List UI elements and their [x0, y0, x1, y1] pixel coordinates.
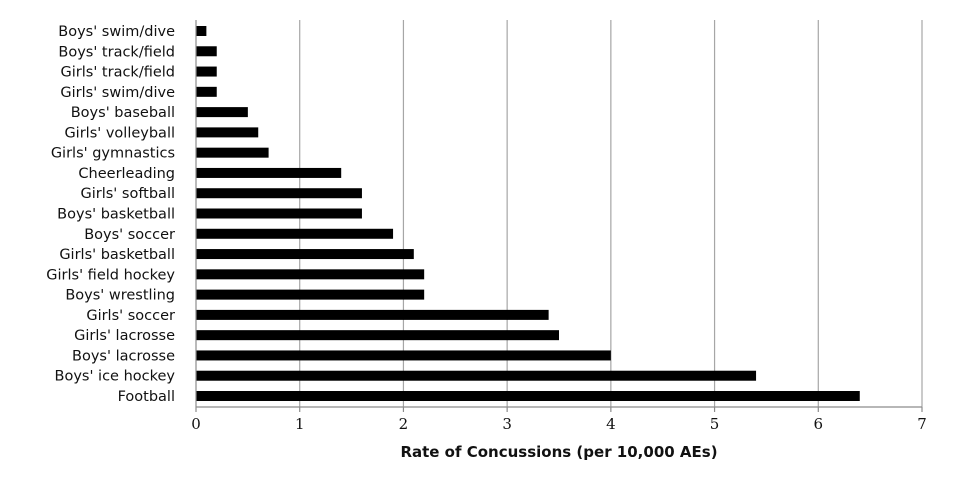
category-label: Girls' field hockey: [46, 267, 175, 283]
bar: [196, 127, 259, 138]
category-label: Boys' track/field: [58, 44, 175, 60]
bar: [196, 107, 248, 118]
x-axis-title: Rate of Concussions (per 10,000 AEs): [400, 443, 717, 461]
category-label: Football: [118, 389, 175, 405]
bar: [196, 66, 217, 77]
bar: [196, 391, 860, 401]
bar: [196, 167, 342, 178]
category-label: Boys' basketball: [57, 207, 175, 223]
category-labels: Boys' swim/dive Boys' track/field Girls' t…: [46, 24, 175, 405]
category-label: Girls' track/field: [61, 65, 175, 81]
bar: [196, 228, 394, 239]
category-label: Girls' basketball: [59, 247, 175, 263]
category-label: Boys' baseball: [71, 105, 175, 121]
x-tick-label: 4: [606, 415, 616, 433]
bars: [196, 26, 860, 401]
category-label: Boys' lacrosse: [72, 348, 175, 364]
x-tick-label: 3: [502, 415, 512, 433]
bar: [196, 46, 217, 57]
x-tick-label: 5: [710, 415, 720, 433]
gridlines: [299, 20, 923, 407]
category-label: Boys' swim/dive: [58, 24, 175, 40]
x-tick-label: 0: [191, 415, 201, 433]
category-label: Boys' ice hockey: [55, 369, 176, 385]
bar: [196, 289, 425, 300]
axes: [195, 20, 923, 412]
x-tick-labels: 0 1 2 3 4 5 6 7: [191, 415, 927, 433]
category-label: Boys' wrestling: [65, 288, 175, 304]
category-label: Girls' softball: [80, 186, 175, 202]
bar: [196, 269, 425, 280]
bar: [196, 86, 217, 97]
category-label: Girls' volleyball: [64, 125, 175, 141]
category-label: Cheerleading: [78, 166, 175, 182]
bar: [196, 309, 549, 320]
category-label: Girls' soccer: [86, 308, 175, 324]
x-tick-label: 7: [917, 415, 927, 433]
category-label: Girls' lacrosse: [74, 328, 175, 344]
bar: [196, 330, 559, 341]
bar: [196, 249, 414, 260]
category-label: Boys' soccer: [84, 227, 175, 243]
x-tick-label: 6: [814, 415, 824, 433]
bar: [196, 370, 757, 381]
bar: [196, 26, 207, 36]
x-tick-label: 2: [399, 415, 409, 433]
x-tick-label: 1: [295, 415, 305, 433]
bar: [196, 147, 269, 158]
category-label: Girls' gymnastics: [51, 146, 175, 162]
bar: [196, 208, 362, 219]
bar: [196, 350, 611, 361]
category-label: Girls' swim/dive: [60, 85, 175, 101]
bar: [196, 188, 362, 199]
